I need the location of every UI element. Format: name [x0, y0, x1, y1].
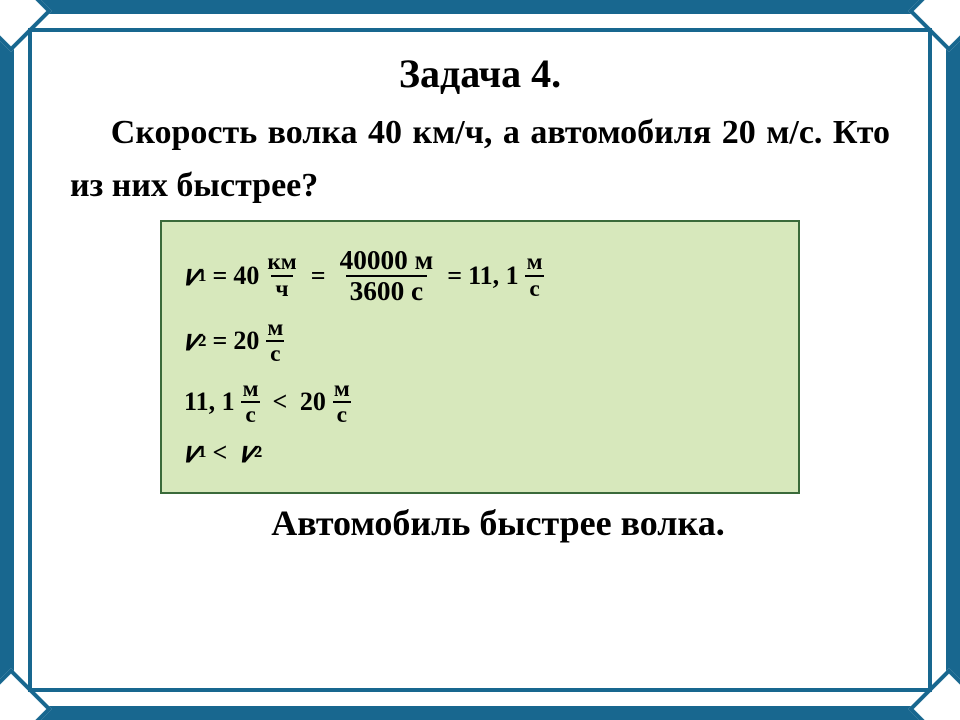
- problem-statement: Скорость волка 40 км/ч, а автомобиля 20 …: [70, 107, 890, 212]
- answer: Автомобиль быстрее волка.: [70, 502, 890, 544]
- comparison-vars: 𝑣1 < 𝑣2: [184, 438, 776, 468]
- solution-box: 𝑣1 = 40 км ч = 40000 м 3600 с = 11, 1 м …: [160, 220, 800, 493]
- comparison-values: 11, 1 м с < 20 м с: [184, 377, 776, 428]
- equation-v2: 𝑣2 = 20 м с: [184, 316, 776, 367]
- slide-frame: Задача 4. Скорость волка 40 км/ч, а авто…: [0, 0, 960, 720]
- content-area: Задача 4. Скорость волка 40 км/ч, а авто…: [28, 28, 932, 692]
- problem-title: Задача 4.: [70, 50, 890, 97]
- equation-v1: 𝑣1 = 40 км ч = 40000 м 3600 с = 11, 1 м …: [184, 246, 776, 305]
